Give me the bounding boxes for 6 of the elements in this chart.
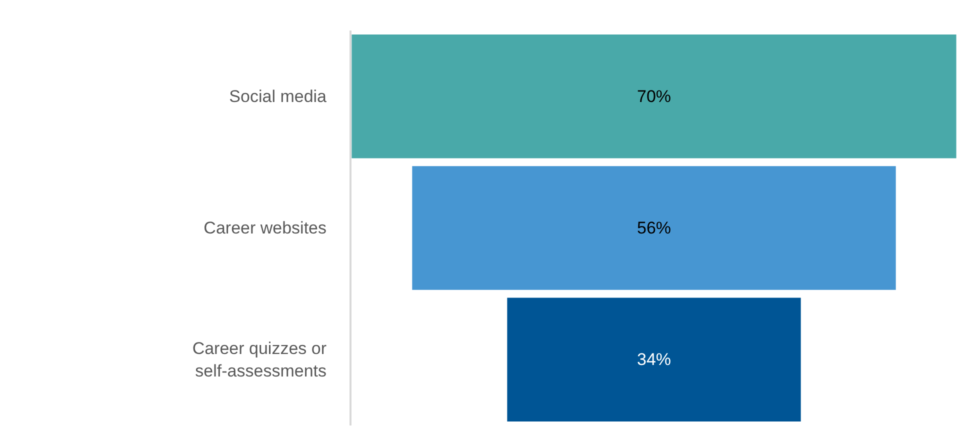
- category-label: Social media: [229, 86, 328, 106]
- category-label: Career quizzes or self-assessments: [192, 338, 327, 381]
- data-label: 70%: [636, 86, 672, 106]
- category-label: Career websites: [204, 218, 326, 238]
- data-label: 56%: [636, 218, 672, 238]
- data-label: 34%: [636, 350, 672, 370]
